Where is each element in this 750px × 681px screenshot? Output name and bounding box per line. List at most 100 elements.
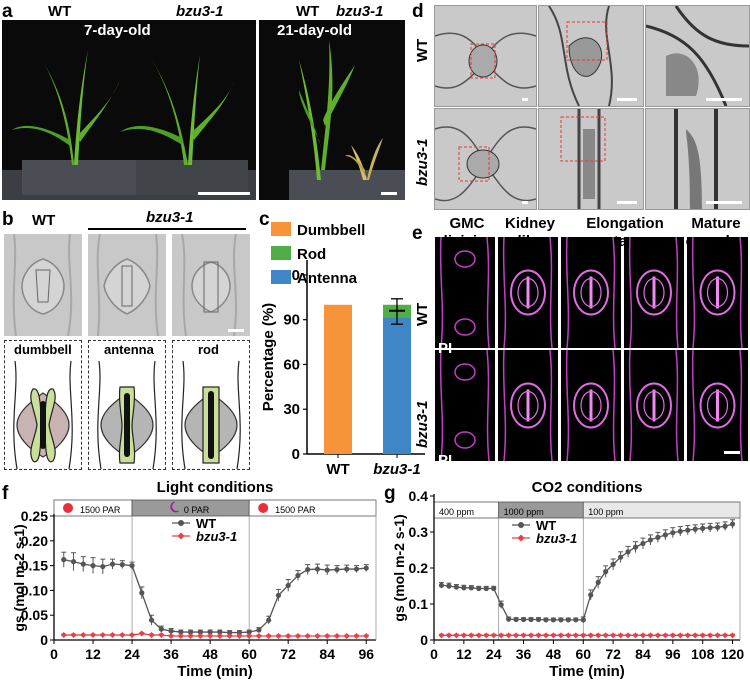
data-point <box>617 554 624 560</box>
data-point <box>662 532 668 538</box>
data-point <box>148 617 155 623</box>
xtick-label: 108 <box>691 646 715 662</box>
data-point <box>453 584 459 590</box>
gmc-cell <box>454 318 476 336</box>
panel-b-letter: b <box>2 209 14 230</box>
c-ytick-label: 60 <box>283 356 300 373</box>
data-point <box>677 632 684 639</box>
confocal-image-r1-c2 <box>498 237 558 348</box>
data-point <box>461 585 467 591</box>
confocal-drawing <box>565 237 616 348</box>
data-point <box>438 582 445 588</box>
data-point <box>677 528 683 534</box>
data-point <box>506 616 512 622</box>
xtick-label: 0 <box>50 646 58 662</box>
panel-c-letter: c <box>259 209 270 230</box>
tem-wt-detail <box>645 5 750 107</box>
moon-icon <box>170 501 179 513</box>
phase-label: 100 ppm <box>588 507 623 517</box>
data-point <box>445 632 452 639</box>
data-point <box>468 632 475 639</box>
data-point <box>647 632 654 639</box>
tem-wt-overview-drawing <box>435 32 536 101</box>
data-point <box>334 566 340 573</box>
confocal-scale-bar <box>724 451 740 454</box>
data-point <box>295 572 301 579</box>
xtick-label: 36 <box>516 646 532 662</box>
confocal-image-r1-c4 <box>624 237 684 348</box>
chart-title: Light conditions <box>157 479 274 496</box>
data-point <box>80 561 86 567</box>
panel-d-letter: d <box>412 1 424 22</box>
panel-e-row-wt: WT <box>414 302 431 326</box>
data-point <box>632 544 639 550</box>
xtick-label: 48 <box>546 646 562 662</box>
legend-label: bzu3-1 <box>536 531 577 546</box>
guard-cell-outline <box>636 382 672 429</box>
cell-wall <box>502 350 553 461</box>
cell-wall <box>691 350 743 461</box>
data-point <box>216 633 223 640</box>
data-point <box>119 632 126 639</box>
schematic-antenna-label: antenna <box>104 342 154 357</box>
panel-a-left-mut: bzu3-1 <box>176 3 224 20</box>
data-point <box>700 525 706 531</box>
confocal-drawing <box>439 350 490 461</box>
cell-wall <box>502 237 553 348</box>
schematic-dumbbell-label: dumbbell <box>14 342 72 357</box>
seedling-photo-21day <box>259 20 405 200</box>
data-point <box>275 592 282 598</box>
data-point <box>707 525 713 531</box>
schematic-antenna <box>88 340 166 470</box>
data-point <box>207 633 214 640</box>
ytick-label: 0 <box>40 632 48 648</box>
confocal-image-r2-c4 <box>624 350 684 461</box>
ytick-label: 0.25 <box>21 508 48 524</box>
tem-mut-overview <box>434 108 537 210</box>
data-point <box>363 633 370 640</box>
data-point <box>588 592 594 598</box>
data-point <box>550 632 557 639</box>
data-point <box>669 632 676 639</box>
phase-label: 0 PAR <box>184 505 210 515</box>
data-point <box>513 616 519 623</box>
phase-label: 1500 PAR <box>80 505 121 515</box>
xtick-label: 24 <box>486 646 502 662</box>
inner-outline <box>517 390 539 421</box>
ytick-label: 0 <box>420 632 428 648</box>
xtick-label: 48 <box>202 646 218 662</box>
data-point <box>595 632 602 639</box>
data-point <box>187 633 194 640</box>
c-legend-label: Rod <box>297 246 326 263</box>
data-point <box>266 617 272 623</box>
data-point <box>602 632 609 639</box>
data-point <box>565 632 572 639</box>
tem-wt-overview <box>434 5 537 107</box>
guard-cell-outline <box>699 382 736 429</box>
xtick-label: 24 <box>124 646 140 662</box>
c-legend-label: Antenna <box>297 270 358 287</box>
data-point <box>565 617 571 623</box>
confocal-image-r2-c2 <box>498 350 558 461</box>
data-point <box>729 521 736 527</box>
data-point <box>168 633 175 640</box>
tem-mut-overview-drawing <box>435 126 536 204</box>
panel-a-right-wt: WT <box>296 3 320 20</box>
confocal-drawing <box>691 350 743 461</box>
cell-wall <box>691 237 743 348</box>
data-point <box>520 632 527 639</box>
panel-a-right-age: 21-day-old <box>277 22 353 39</box>
data-point <box>491 585 497 592</box>
seedling-photo-21day-drawing <box>289 40 405 200</box>
series-line <box>441 523 733 621</box>
data-point <box>139 590 145 596</box>
tem-mut-mid <box>538 108 644 210</box>
data-point <box>617 632 624 639</box>
tem-mut-mid-drawing <box>560 109 637 209</box>
data-point <box>722 523 728 529</box>
inner-outline <box>706 277 729 308</box>
data-point <box>255 633 262 640</box>
data-point <box>226 633 233 640</box>
legend-marker <box>178 520 184 526</box>
